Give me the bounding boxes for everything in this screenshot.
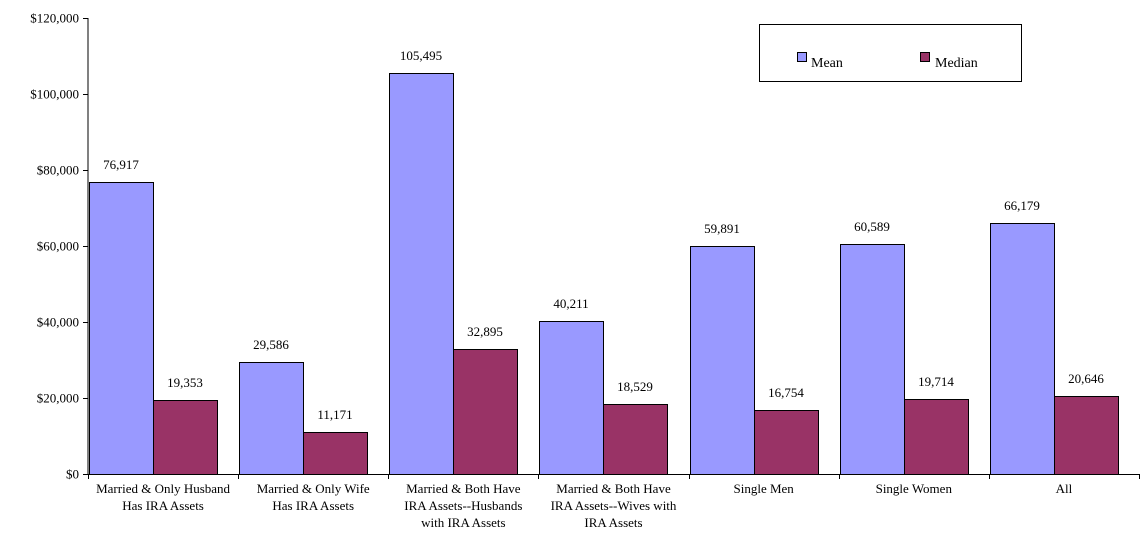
data-label-mean: 40,211 — [553, 296, 588, 311]
data-label-mean: 66,179 — [1004, 198, 1040, 213]
x-category-label: Single Men — [733, 481, 794, 496]
bar-mean — [390, 74, 454, 475]
bar-median — [454, 350, 518, 475]
legend-label-mean: Mean — [811, 56, 843, 71]
bar-mean — [691, 247, 755, 475]
bar-median — [304, 433, 368, 475]
legend-swatch-mean — [798, 53, 807, 62]
data-label-mean: 59,891 — [704, 221, 740, 236]
y-tick-label: $100,000 — [30, 87, 79, 102]
x-category-label: Married & Only Husband Has IRA Assets — [96, 481, 230, 513]
data-label-median: 19,353 — [167, 375, 203, 390]
data-label-mean: 29,586 — [253, 337, 289, 352]
bar-mean — [240, 363, 304, 475]
bars — [90, 74, 1119, 475]
x-category-label: All — [1056, 481, 1073, 496]
x-category-label: Married & Both Have IRA Assets--Wives wit… — [551, 481, 677, 530]
y-axis: $0 $20,000 $40,000 $60,000 $80,000 $100,000 $1… — [30, 11, 88, 482]
bar-mean — [90, 183, 154, 475]
legend-swatch-median — [921, 53, 930, 62]
x-category-label: Single Women — [876, 481, 953, 496]
legend-label-median: Median — [935, 56, 978, 71]
x-axis: Married & Only Husband Has IRA Assets Marr… — [88, 474, 1140, 530]
y-tick-label: $80,000 — [37, 163, 79, 178]
data-label-median: 32,895 — [467, 324, 503, 339]
data-label-mean: 105,495 — [400, 48, 442, 63]
data-label-median: 11,171 — [317, 407, 352, 422]
legend: Mean Median — [760, 25, 1022, 82]
data-label-median: 18,529 — [617, 379, 653, 394]
y-tick-label: $40,000 — [37, 315, 79, 330]
data-label-median: 16,754 — [768, 385, 804, 400]
data-label-median: 20,646 — [1068, 371, 1104, 386]
bar-median — [755, 411, 819, 475]
y-tick-label: $120,000 — [30, 11, 79, 26]
bar-mean — [540, 322, 604, 475]
x-category-label: Married & Both Have IRA Assets--Husbands w… — [404, 481, 522, 530]
bar-mean — [991, 224, 1055, 475]
data-label-mean: 76,917 — [103, 157, 139, 172]
bar-median — [1055, 397, 1119, 475]
y-tick-label: $60,000 — [37, 239, 79, 254]
data-label-median: 19,714 — [918, 374, 954, 389]
x-category-label: Married & Only Wife Has IRA Assets — [257, 481, 370, 513]
data-label-mean: 60,589 — [854, 219, 890, 234]
y-tick-label: $20,000 — [37, 391, 79, 406]
bar-median — [604, 405, 668, 475]
bar-median — [154, 401, 218, 475]
y-tick-label: $0 — [66, 467, 79, 482]
bar-median — [905, 400, 969, 475]
bar-mean — [841, 245, 905, 475]
